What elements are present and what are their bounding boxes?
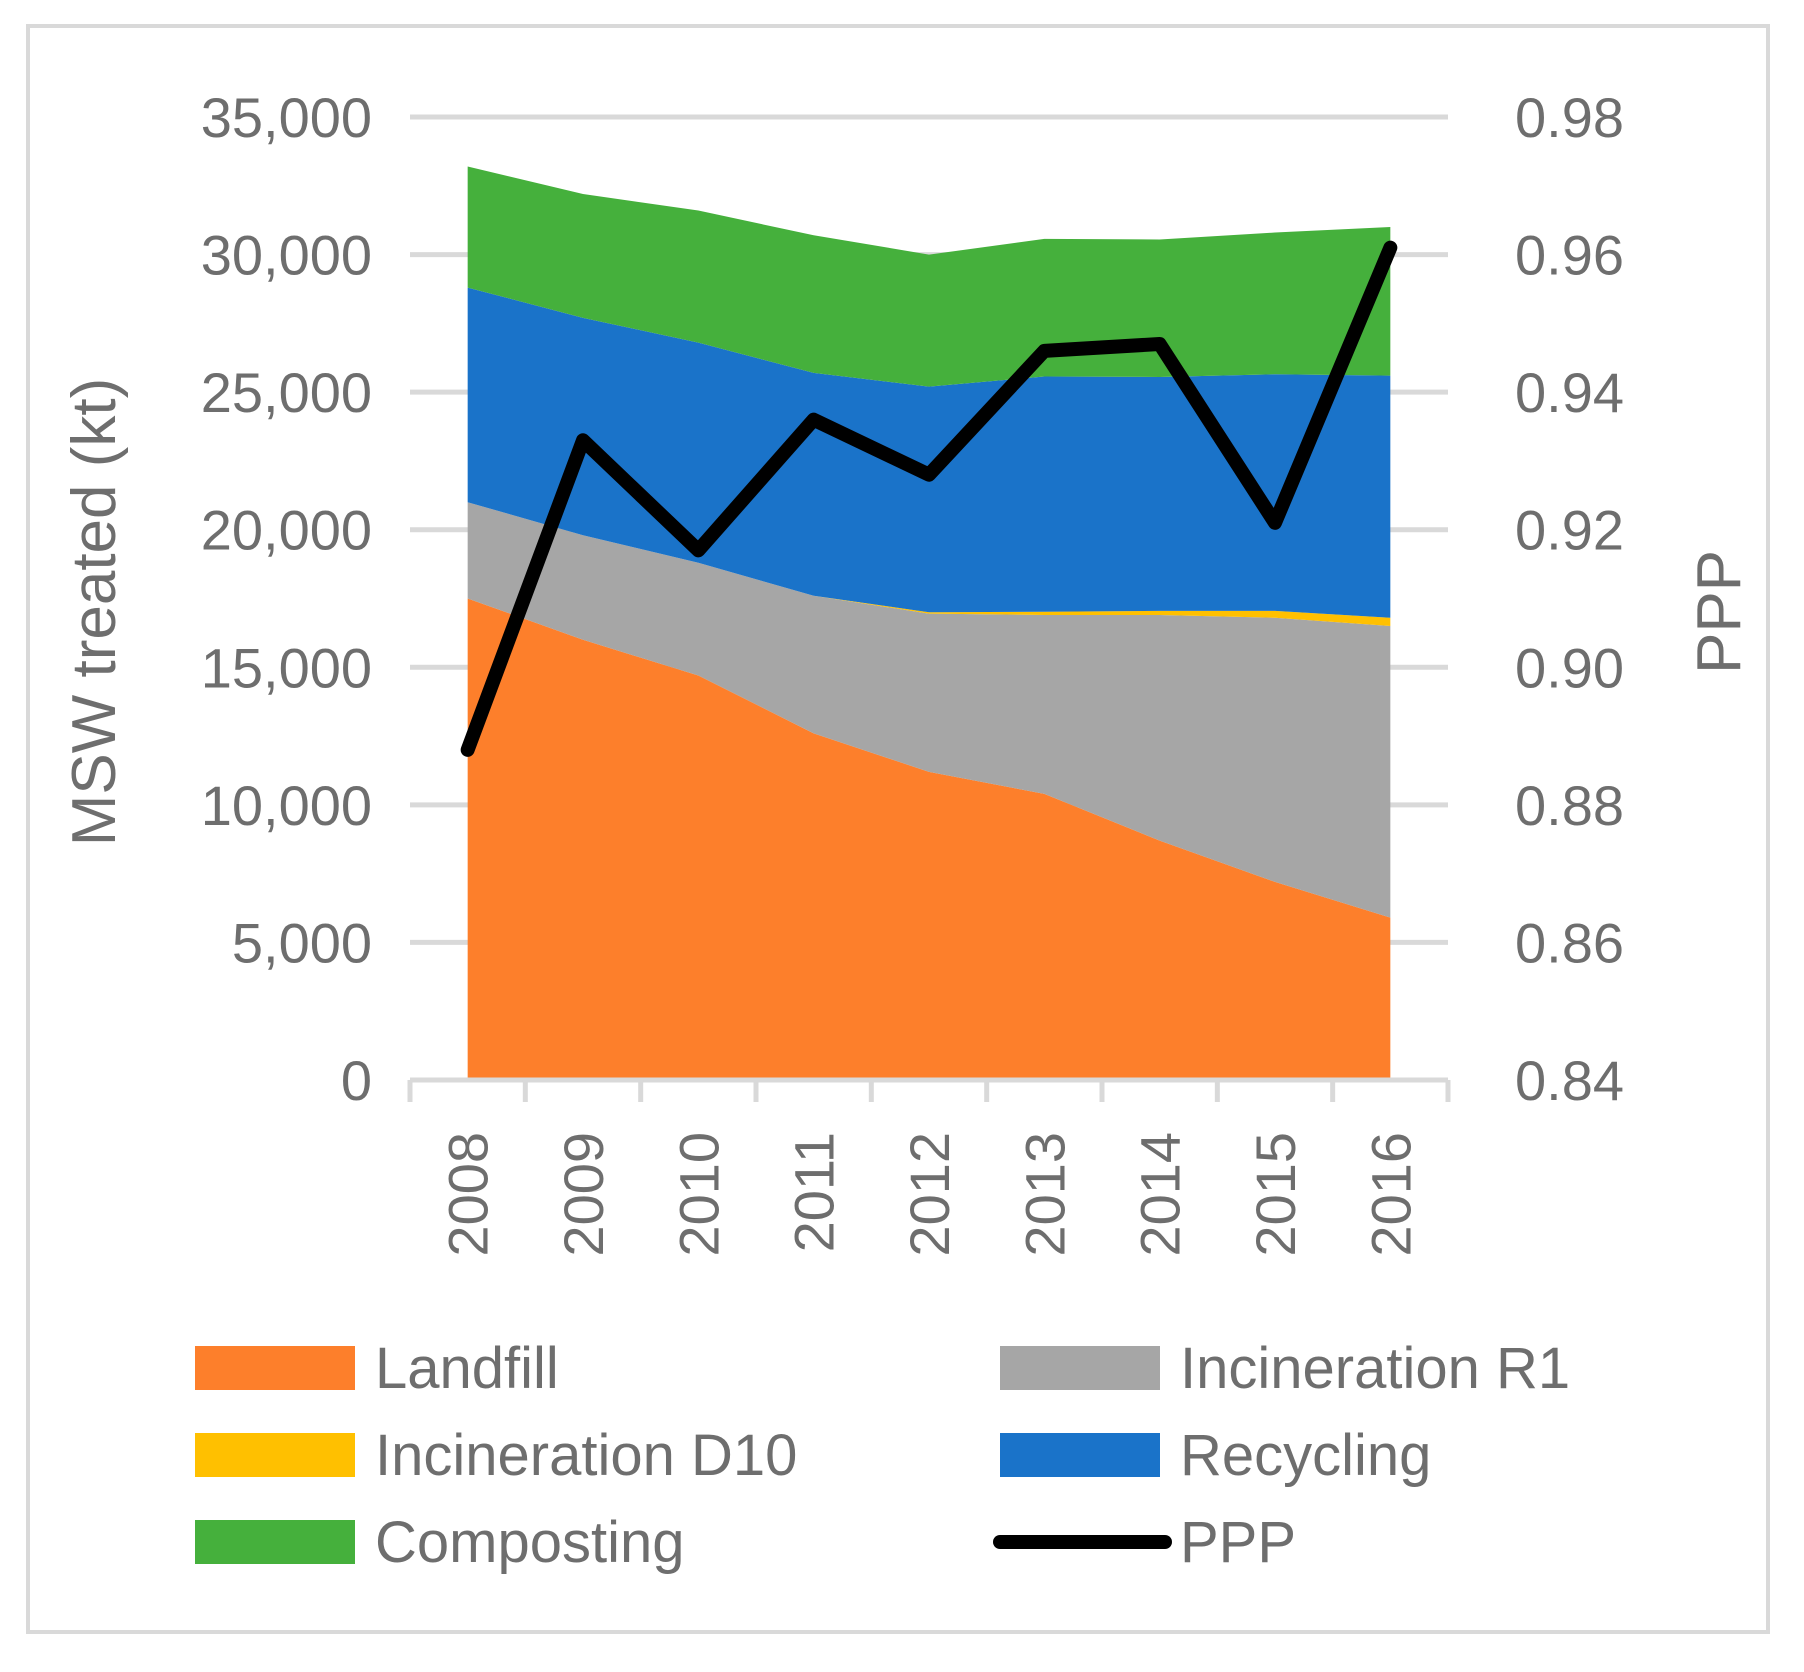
area-landfill	[467, 598, 1391, 1080]
area-incineration-d10	[467, 502, 1391, 627]
area-composting	[467, 166, 1391, 387]
left-tick-label: 35,000	[201, 86, 372, 149]
right-axis-title: PPP	[1685, 550, 1754, 674]
legend-label: Composting	[375, 1510, 684, 1575]
legend-label: Incineration D10	[375, 1423, 797, 1488]
line-series	[460, 240, 1398, 757]
area-series	[467, 166, 1391, 1080]
x-tick-label: 2013	[1013, 1132, 1076, 1257]
left-tick-label: 25,000	[201, 361, 372, 424]
axes	[407, 1077, 1451, 1102]
line-ppp	[460, 240, 1398, 757]
left-tick-label: 0	[341, 1049, 372, 1112]
left-axis-ticks: 0 5,000 10,000 15,000 20,000 25,000 30,000 35,0…	[201, 86, 372, 1112]
legend-swatch	[195, 1346, 355, 1390]
legend-swatch	[195, 1520, 355, 1564]
legend-swatch	[195, 1433, 355, 1477]
legend-label: Incineration R1	[1180, 1336, 1570, 1401]
left-tick-label: 5,000	[232, 911, 372, 974]
left-tick-label: 30,000	[201, 224, 372, 287]
x-tick-label: 2009	[552, 1132, 615, 1257]
legend: Landfill Incineration R1 Incineration D10 R…	[195, 1336, 1570, 1575]
legend-label: PPP	[1180, 1510, 1296, 1575]
x-axis-ticks: 2008 2009 2010 2011 2012 2013 2014 2015 2016	[437, 1132, 1423, 1257]
area-incineration-r1	[467, 502, 1391, 918]
left-tick-label: 10,000	[201, 774, 372, 837]
legend-swatch	[1000, 1433, 1160, 1477]
right-tick-label: 0.96	[1515, 224, 1624, 287]
right-tick-label: 0.92	[1515, 499, 1624, 562]
area-recycling	[467, 287, 1391, 618]
legend-label: Landfill	[375, 1336, 559, 1401]
right-axis-ticks: 0.84 0.86 0.88 0.90 0.92 0.94 0.96 0.98	[1515, 86, 1624, 1112]
right-tick-label: 0.88	[1515, 774, 1624, 837]
x-tick-label: 2015	[1244, 1132, 1307, 1257]
x-tick-label: 2010	[667, 1132, 730, 1257]
right-tick-label: 0.86	[1515, 911, 1624, 974]
x-tick-label: 2008	[437, 1132, 500, 1257]
x-tick-label: 2011	[783, 1132, 846, 1252]
right-tick-label: 0.84	[1515, 1049, 1624, 1112]
right-tick-label: 0.94	[1515, 361, 1624, 424]
x-tick-label: 2012	[898, 1132, 961, 1257]
right-tick-label: 0.98	[1515, 86, 1624, 149]
x-tick-label: 2014	[1129, 1132, 1192, 1257]
legend-swatch	[1000, 1346, 1160, 1390]
left-tick-label: 15,000	[201, 636, 372, 699]
left-tick-label: 20,000	[201, 499, 372, 562]
right-tick-label: 0.90	[1515, 636, 1624, 699]
legend-label: Recycling	[1180, 1423, 1431, 1488]
left-axis-title: MSW treated (kt)	[60, 378, 129, 847]
x-tick-label: 2016	[1359, 1132, 1422, 1257]
